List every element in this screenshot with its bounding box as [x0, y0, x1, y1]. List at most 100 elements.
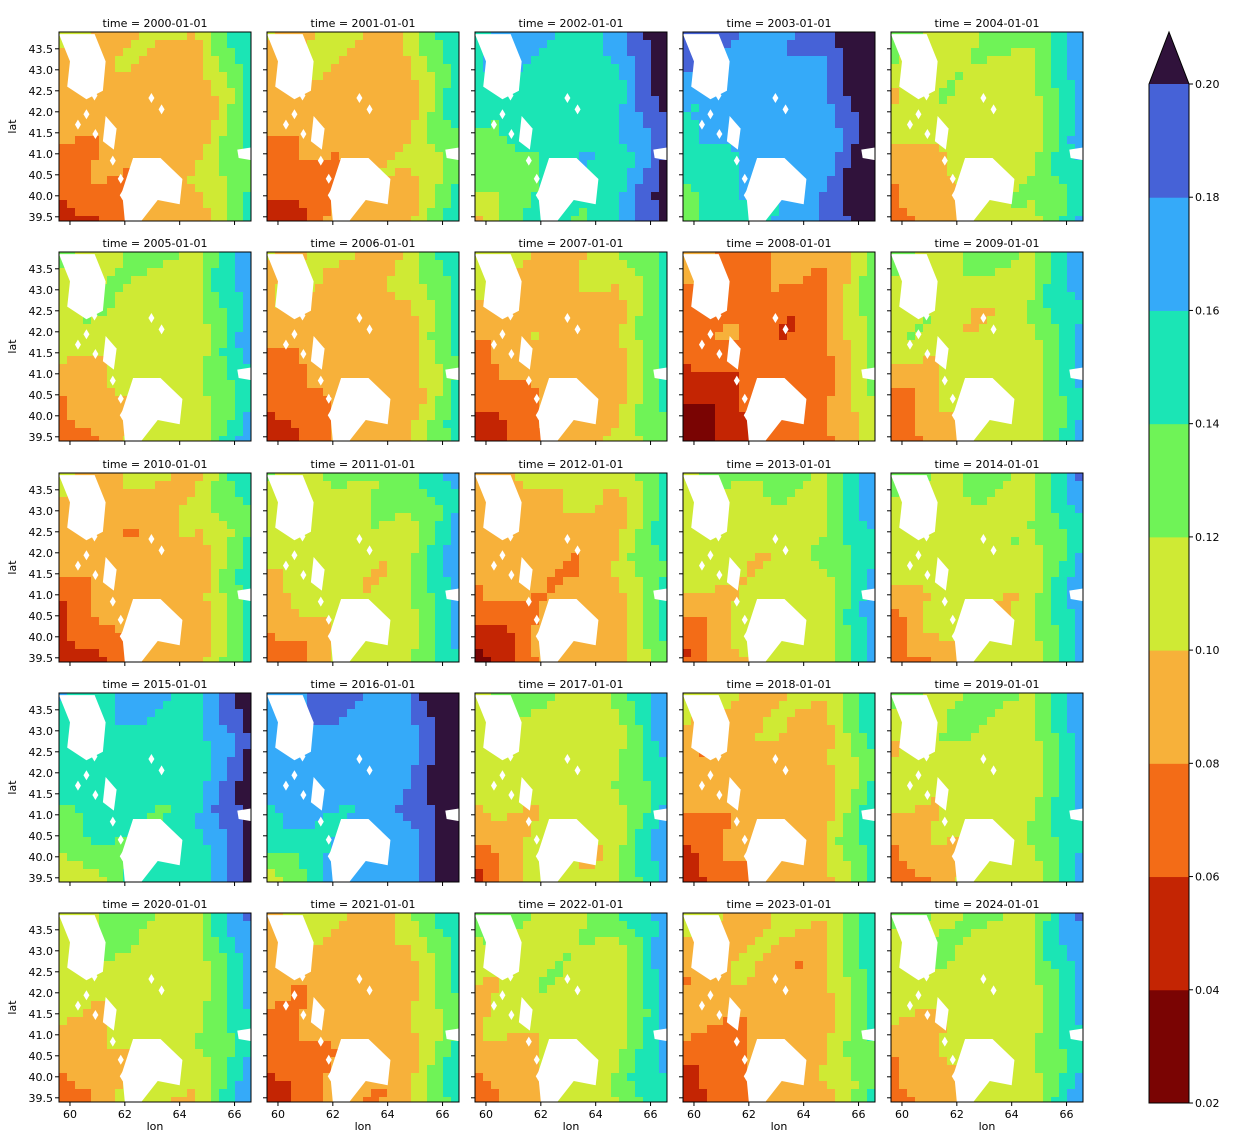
field-cell	[707, 200, 716, 209]
field-cell	[643, 300, 652, 309]
field-cell	[859, 72, 868, 81]
field-cell	[603, 56, 612, 65]
field-cell	[419, 428, 428, 437]
field-cell	[203, 216, 212, 221]
field-cell	[939, 40, 948, 49]
field-cell	[363, 104, 372, 113]
field-cell	[75, 160, 84, 169]
field-cell	[787, 216, 796, 221]
field-cell	[731, 112, 740, 121]
field-cell	[915, 136, 924, 145]
field-cell	[651, 300, 660, 309]
field-cell	[619, 208, 628, 217]
field-cell	[635, 192, 644, 201]
field-cell	[355, 112, 364, 121]
field-cell	[91, 184, 100, 193]
field-cell	[947, 192, 956, 201]
field-cell	[899, 128, 908, 137]
field-cell	[699, 200, 708, 209]
field-cell	[331, 348, 340, 357]
field-cell	[507, 332, 516, 341]
field-cell	[347, 268, 356, 277]
field-cell	[507, 160, 516, 169]
field-cell	[123, 340, 132, 349]
field-cell	[699, 104, 708, 113]
field-cell	[435, 348, 444, 357]
field-cell	[371, 80, 380, 89]
field-cell	[995, 104, 1004, 113]
field-cell	[427, 276, 436, 285]
field-cell	[355, 88, 364, 97]
field-cell	[323, 104, 332, 113]
field-cell	[435, 420, 444, 429]
field-cell	[355, 364, 364, 373]
field-cell	[635, 112, 644, 121]
field-cell	[203, 268, 212, 277]
field-cell	[107, 184, 116, 193]
field-cell	[187, 276, 196, 285]
field-cell	[179, 260, 188, 269]
field-cell	[163, 96, 172, 105]
field-cell	[659, 56, 667, 65]
field-cell	[235, 40, 244, 49]
field-cell	[523, 64, 532, 73]
field-cell	[707, 104, 716, 113]
field-cell	[443, 356, 452, 365]
field-cell	[1043, 112, 1052, 121]
field-cell	[195, 428, 204, 437]
field-cell	[187, 308, 196, 317]
field-cell	[155, 292, 164, 301]
field-cell	[587, 80, 596, 89]
field-cell	[603, 104, 612, 113]
field-cell	[611, 184, 620, 193]
field-cell	[475, 380, 484, 389]
field-cell	[227, 404, 236, 413]
field-cell	[315, 184, 324, 193]
field-cell	[515, 340, 524, 349]
field-cell	[331, 80, 340, 89]
field-cell	[995, 128, 1004, 137]
field-cell	[219, 348, 228, 357]
field-cell	[787, 128, 796, 137]
field-cell	[619, 292, 628, 301]
field-cell	[403, 340, 412, 349]
field-cell	[523, 216, 532, 221]
field-cell	[851, 136, 860, 145]
field-cell	[931, 176, 940, 185]
field-cell	[523, 316, 532, 325]
field-cell	[827, 56, 836, 65]
field-cell	[563, 428, 572, 437]
field-cell	[299, 104, 308, 113]
field-cell	[267, 308, 276, 317]
field-cell	[571, 88, 580, 97]
field-cell	[419, 112, 428, 121]
field-cell	[235, 184, 244, 193]
field-cell	[603, 200, 612, 209]
field-cell	[267, 356, 276, 365]
field-cell	[243, 404, 251, 413]
field-cell	[531, 192, 540, 201]
field-cell	[307, 88, 316, 97]
field-cell	[507, 104, 516, 113]
field-cell	[275, 420, 284, 429]
field-cell	[315, 412, 324, 421]
field-cell	[227, 372, 236, 381]
field-cell	[323, 32, 332, 41]
field-cell	[1019, 72, 1028, 81]
field-cell	[179, 316, 188, 325]
field-cell	[307, 308, 316, 317]
field-cell	[195, 388, 204, 397]
field-cell	[419, 136, 428, 145]
field-cell	[563, 252, 572, 261]
field-cell	[979, 88, 988, 97]
field-cell	[211, 120, 220, 129]
field-cell	[331, 88, 340, 97]
y-tick-label: 43.5	[29, 43, 54, 56]
field-cell	[947, 40, 956, 49]
field-cell	[291, 200, 300, 209]
field-cell	[147, 364, 156, 373]
field-cell	[163, 276, 172, 285]
field-cell	[379, 136, 388, 145]
map-panel: time = 2008-01-01	[679, 237, 876, 445]
field-cell	[1067, 72, 1076, 81]
